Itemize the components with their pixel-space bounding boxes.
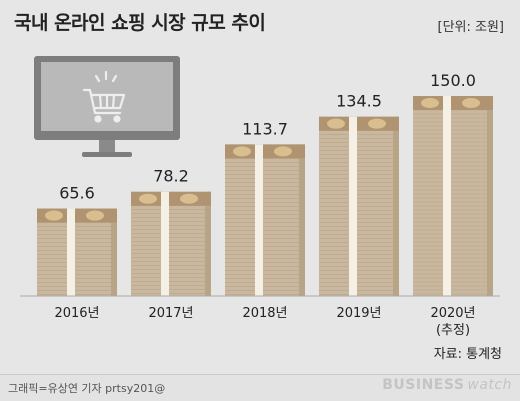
bar-portrait [327, 118, 345, 129]
bar-side [393, 116, 399, 297]
bar-portrait [86, 210, 104, 221]
bar-face [131, 191, 211, 296]
brand-logo-part2: watch [467, 377, 512, 393]
unit-label: [단위: 조원] [437, 20, 505, 35]
bar-portrait [274, 146, 292, 157]
bar-portrait [45, 210, 63, 221]
x-tick-label: 2019년 [336, 306, 381, 321]
bar-portrait [139, 193, 157, 204]
data-label: 134.5 [336, 92, 382, 111]
chart-title: 국내 온라인 쇼핑 시장 규모 추이 [14, 12, 266, 34]
brand-logo-part1: BUSINESS [382, 377, 465, 393]
bar-side [487, 96, 493, 296]
x-tick-label: 2016년 [54, 306, 99, 321]
x-tick-note: (추정) [436, 323, 470, 338]
footer-bar: 그래픽=유상연 기자 prtsy201@ BUSINESS watch [0, 374, 520, 401]
bar-band [443, 96, 451, 296]
data-label: 113.7 [242, 119, 288, 138]
x-tick-label: 2017년 [148, 306, 193, 321]
bar-portrait [421, 98, 439, 108]
bar-side [111, 208, 117, 296]
data-label: 150.0 [430, 71, 476, 90]
bar [225, 144, 305, 296]
bar-band [255, 144, 263, 296]
bar-side [299, 144, 305, 296]
bar-band [349, 116, 357, 297]
bar [131, 191, 211, 296]
bar-face [225, 144, 305, 296]
bar-portrait [180, 193, 198, 204]
data-label: 78.2 [153, 167, 189, 186]
brand-logo: BUSINESS watch [382, 377, 512, 393]
x-tick-label: 2018년 [242, 306, 287, 321]
data-label: 65.6 [59, 184, 95, 203]
bar-portrait [462, 98, 480, 108]
x-tick-label: 2020년 [430, 306, 475, 321]
shopping-cart-icon [82, 70, 126, 123]
bar-face [413, 96, 493, 296]
credit-text: 그래픽=유상연 기자 prtsy201@ [8, 382, 166, 395]
bar [319, 116, 399, 297]
bar-portrait [233, 146, 251, 157]
bar-face [319, 116, 399, 297]
bar-side [205, 191, 211, 296]
source-note: 자료: 통계청 [433, 347, 502, 362]
bar-face [37, 208, 117, 296]
bar-band [161, 191, 169, 296]
bar [413, 96, 493, 296]
bar [37, 208, 117, 296]
bar-group: 65.6 2016년 78.2 2017년 113.7 2018년 134.5 2019년 15… [37, 71, 493, 338]
bar-band [67, 208, 75, 296]
bar-portrait [368, 118, 386, 129]
